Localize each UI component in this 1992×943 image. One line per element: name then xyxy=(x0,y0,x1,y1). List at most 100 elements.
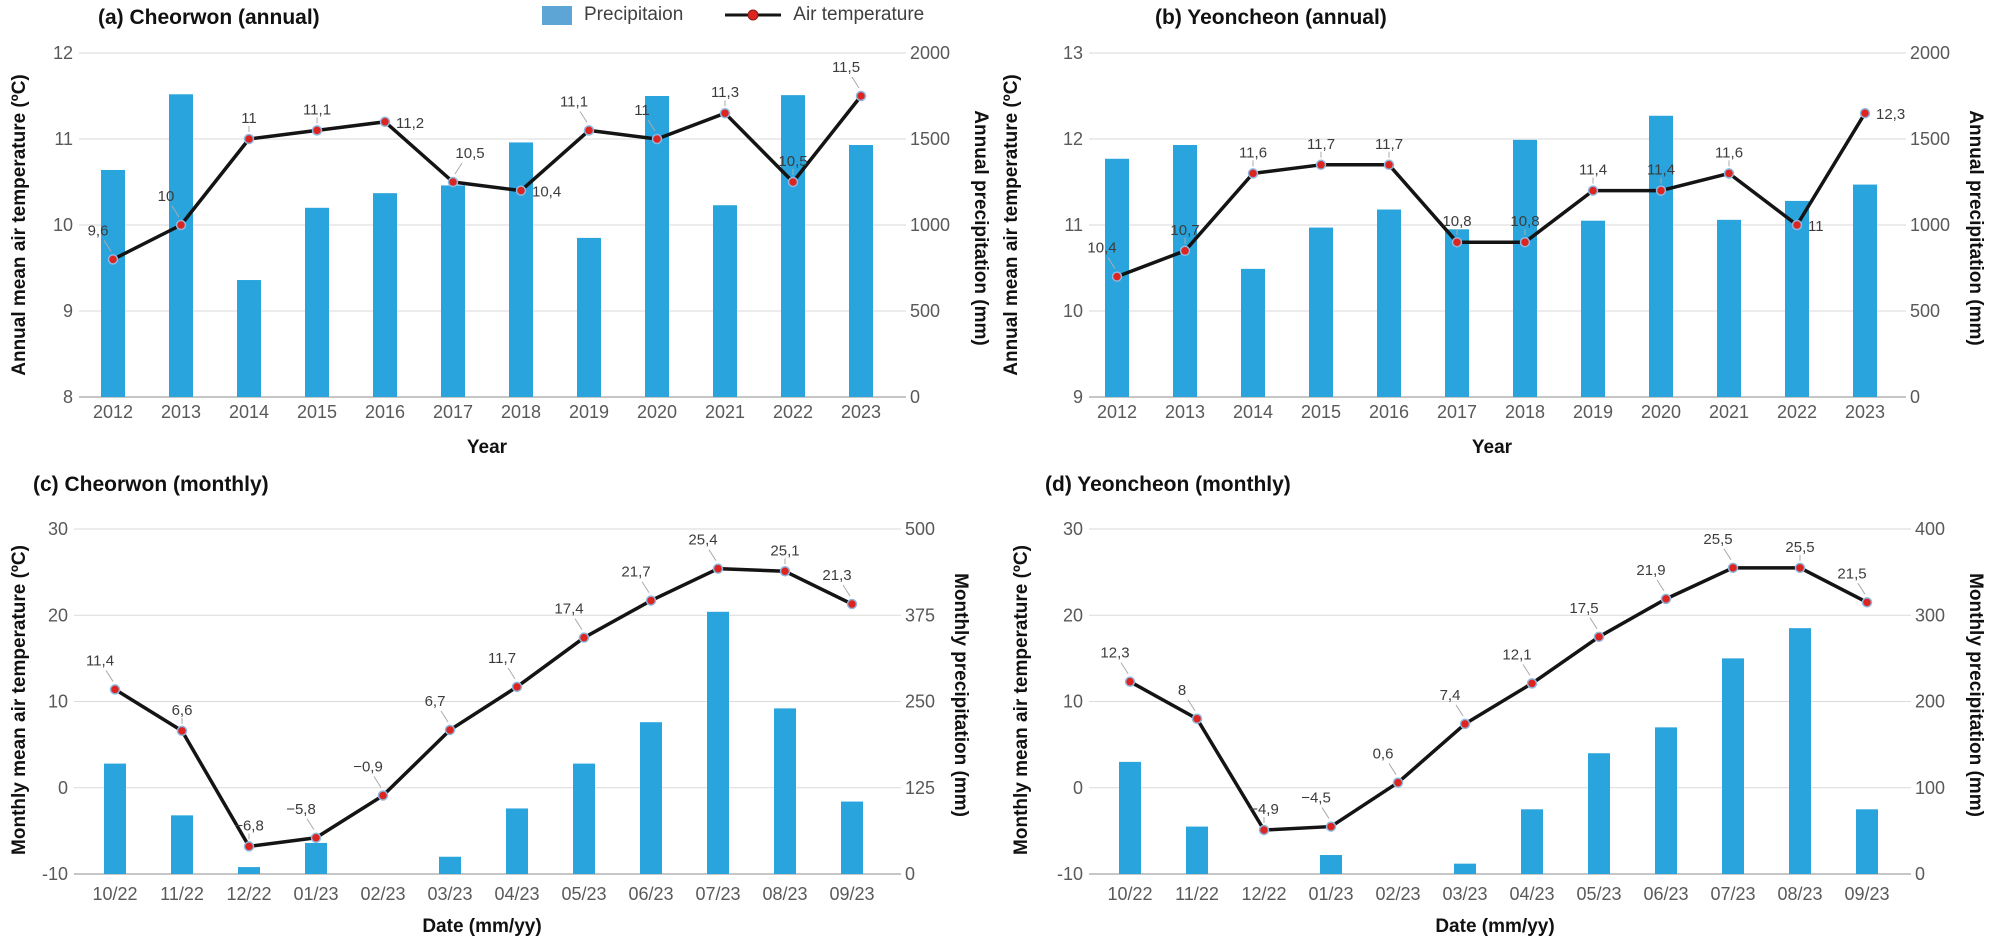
label-leader-2012 xyxy=(103,240,112,252)
label-leader-02/23 xyxy=(373,776,382,788)
temperature-label-2013: 10,7 xyxy=(1170,222,1199,239)
temperature-label-2022: 10,5 xyxy=(778,153,807,170)
x-category-09/23: 09/23 xyxy=(829,884,874,904)
x-category-03/23: 03/23 xyxy=(1442,884,1487,904)
label-leader-03/23 xyxy=(1455,704,1464,717)
temperature-label-2012: 10,4 xyxy=(1087,240,1116,257)
legend: Precipitaion Air temperature xyxy=(542,4,924,26)
bar-2017 xyxy=(441,185,465,397)
bar-10/22 xyxy=(104,763,126,874)
x-category-2014: 2014 xyxy=(1233,402,1273,422)
x-category-2019: 2019 xyxy=(569,402,609,422)
bar-2018 xyxy=(509,142,533,397)
bar-09/23 xyxy=(1856,809,1878,874)
temperature-marker-2014 xyxy=(243,133,255,145)
bar-2012 xyxy=(101,169,125,397)
temperature-label-2018: 10,4 xyxy=(532,184,561,201)
label-leader-11/22 xyxy=(1187,699,1196,712)
x-category-2013: 2013 xyxy=(161,402,201,422)
temperature-label-2021: 11,3 xyxy=(711,84,739,101)
left-tick-9: 9 xyxy=(63,301,73,321)
right-tick-500: 500 xyxy=(1910,301,1940,321)
right-tick-0: 0 xyxy=(910,387,920,407)
temperature-marker-2017 xyxy=(1451,236,1463,248)
right-tick-0: 0 xyxy=(905,864,915,884)
label-leader-10/22 xyxy=(105,670,114,682)
temperature-label-11/22: 8 xyxy=(1178,682,1186,699)
temperature-label-08/23: 25,5 xyxy=(1785,539,1814,556)
temperature-marker-03/23 xyxy=(1459,718,1471,730)
temperature-label-06/23: 21,9 xyxy=(1636,562,1665,579)
label-leader-09/23 xyxy=(842,584,851,597)
bar-11/22 xyxy=(171,815,193,874)
right-tick-500: 500 xyxy=(910,301,940,321)
label-leader-05/23 xyxy=(1589,617,1598,630)
right-tick-400: 400 xyxy=(1915,519,1945,539)
right-tick-1000: 1000 xyxy=(1910,215,1950,235)
x-category-11/22: 11/22 xyxy=(160,884,204,904)
x-category-04/23: 04/23 xyxy=(494,884,539,904)
bar-03/23 xyxy=(1454,863,1476,874)
panel-a-plot: 12 2000 11 1500 10 1000 9 500 8 0 2012 2013 2014 2015… xyxy=(53,43,950,422)
temperature-label-12/22: −6,8 xyxy=(234,817,264,834)
panel-c-x-axis-title: Date (mm/yy) xyxy=(422,916,542,937)
temperature-marker-07/23 xyxy=(712,563,724,574)
bar-2022 xyxy=(781,95,805,397)
x-category-05/23: 05/23 xyxy=(1576,884,1621,904)
temperature-label-2017: 10,5 xyxy=(455,145,484,162)
x-category-10/22: 10/22 xyxy=(92,884,137,904)
temperature-marker-2016 xyxy=(379,116,391,128)
bar-08/23 xyxy=(1789,628,1811,874)
temperature-label-2023: 12,3 xyxy=(1876,106,1905,123)
legend-precipitation-label: Precipitaion xyxy=(584,4,684,25)
right-tick-1000: 1000 xyxy=(910,215,950,235)
bar-08/23 xyxy=(774,708,796,874)
x-category-2023: 2023 xyxy=(1845,402,1885,422)
right-tick-1500: 1500 xyxy=(1910,129,1950,149)
x-category-12/22: 12/22 xyxy=(226,884,271,904)
x-category-03/23: 03/23 xyxy=(427,884,472,904)
bar-2016 xyxy=(373,193,397,397)
right-tick-375: 375 xyxy=(905,605,935,625)
bar-2016 xyxy=(1377,209,1401,397)
x-category-2013: 2013 xyxy=(1165,402,1205,422)
temperature-label-2020: 11 xyxy=(634,102,650,119)
left-tick-10: 10 xyxy=(53,215,73,235)
x-category-2016: 2016 xyxy=(1369,402,1409,422)
temperature-marker-2023 xyxy=(855,90,867,102)
temperature-label-2015: 11,7 xyxy=(1307,136,1335,153)
temperature-marker-11/22 xyxy=(1191,713,1203,724)
temperature-label-10/22: 12,3 xyxy=(1100,645,1129,662)
right-tick-125: 125 xyxy=(905,778,935,798)
bar-2018 xyxy=(1513,139,1537,398)
temperature-label-2023: 11,5 xyxy=(832,59,860,76)
temperature-label-2018: 10,8 xyxy=(1510,213,1539,230)
temperature-label-12/22: −4,9 xyxy=(1249,801,1279,818)
left-tick--10: -10 xyxy=(1057,864,1083,884)
x-category-2014: 2014 xyxy=(229,402,269,422)
legend-temperature-label: Air temperature xyxy=(793,4,925,25)
label-leader-01/23 xyxy=(1321,807,1330,819)
temperature-marker-04/23 xyxy=(1526,678,1538,689)
temperature-marker-2019 xyxy=(1587,185,1599,196)
bar-2017 xyxy=(1445,229,1469,397)
x-category-07/23: 07/23 xyxy=(1710,884,1755,904)
label-leader-04/23 xyxy=(507,667,516,680)
bar-2021 xyxy=(1717,219,1741,397)
right-tick-2000: 2000 xyxy=(1910,43,1950,63)
temperature-marker-06/23 xyxy=(645,595,657,606)
x-category-2021: 2021 xyxy=(705,402,745,422)
x-category-2020: 2020 xyxy=(1641,402,1681,422)
temperature-label-08/23: 25,1 xyxy=(770,542,799,559)
temperature-label-02/23: 0,6 xyxy=(1373,746,1394,763)
bar-2023 xyxy=(849,145,873,397)
panel-a-x-axis-title: Year xyxy=(466,437,508,458)
label-leader-10/22 xyxy=(1120,662,1129,674)
bar-01/23 xyxy=(305,842,327,874)
x-category-2015: 2015 xyxy=(297,402,337,422)
temperature-label-07/23: 25,4 xyxy=(688,532,717,549)
x-category-02/23: 02/23 xyxy=(1375,884,1420,904)
temperature-marker-07/23 xyxy=(1727,562,1739,574)
x-category-01/23: 01/23 xyxy=(1308,884,1353,904)
